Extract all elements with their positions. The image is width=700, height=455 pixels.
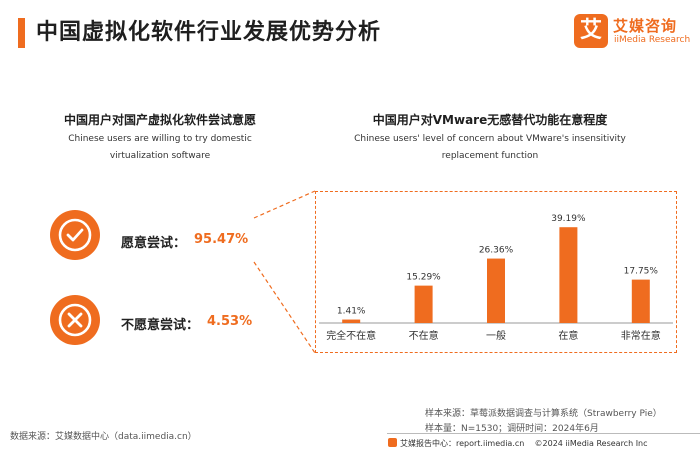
category-label-1: 不在意 (409, 329, 439, 342)
footer-report-site: 艾媒报告中心：report.iimedia.cn (400, 439, 525, 448)
category-label-0: 完全不在意 (326, 329, 376, 342)
unwilling-label: 不愿意尝试： (121, 318, 200, 333)
footer-divider (387, 433, 700, 434)
cross-icon (50, 295, 100, 345)
willing-label: 愿意尝试： (121, 236, 187, 251)
bar-1 (414, 285, 433, 323)
footer-copyright: ©2024 iiMedia Research Inc (534, 439, 648, 448)
bar-3 (559, 227, 578, 323)
data-source: 数据来源：艾媒数据中心（data.iimedia.cn） (10, 432, 197, 442)
category-label-2: 一般 (486, 329, 506, 342)
unwilling-value: 4.53% (207, 314, 253, 329)
category-label-3: 在意 (558, 329, 578, 342)
bar-2 (487, 258, 505, 323)
left-panel-subtitle: Chinese users are willing to try domesti… (68, 134, 252, 161)
bar-value-label-3: 39.19% (551, 214, 586, 224)
logo-name-en: iiMedia Research (614, 35, 691, 45)
title-accent-bar (18, 18, 25, 48)
footer-info: 艾媒报告中心：report.iimedia.cn ©2024 iiMedia R… (388, 438, 648, 449)
right-panel-subtitle: Chinese users' level of concern about VM… (354, 134, 626, 161)
bar-value-label-4: 17.75% (624, 267, 659, 277)
sample-source-note: 样本来源：草莓派数据调查与计算系统（Strawberry Pie） (425, 409, 662, 419)
logo-name-cn: 艾媒咨询 (613, 17, 678, 35)
chart-frame (315, 191, 677, 353)
brand-logo: 艾 艾媒咨询 iiMedia Research (574, 12, 694, 56)
sample-size-note: 样本量：N=1530；调研时间：2024年6月 (425, 424, 599, 434)
check-icon (50, 210, 100, 260)
right-panel-title: 中国用户对VMware无感替代功能在意程度 (372, 113, 608, 127)
page-title: 中国虚拟化软件行业发展优势分析 (36, 20, 382, 45)
category-label-4: 非常在意 (621, 329, 661, 342)
bar-chart: 1.41% 完全不在意 15.29% 不在意 26.36% 一般 39.19% 在意 17.75… (319, 214, 673, 342)
bar-4 (631, 279, 650, 323)
willing-value: 95.47% (194, 232, 249, 247)
bar-value-label-1: 15.29% (406, 273, 441, 283)
left-panel-title: 中国用户对国产虚拟化软件尝试意愿 (63, 113, 256, 127)
footer-logo-icon (388, 438, 397, 447)
bar-0 (342, 319, 361, 323)
bar-value-label-0: 1.41% (337, 307, 366, 317)
logo-mark: 艾 (574, 14, 608, 48)
bar-value-label-2: 26.36% (479, 246, 514, 256)
